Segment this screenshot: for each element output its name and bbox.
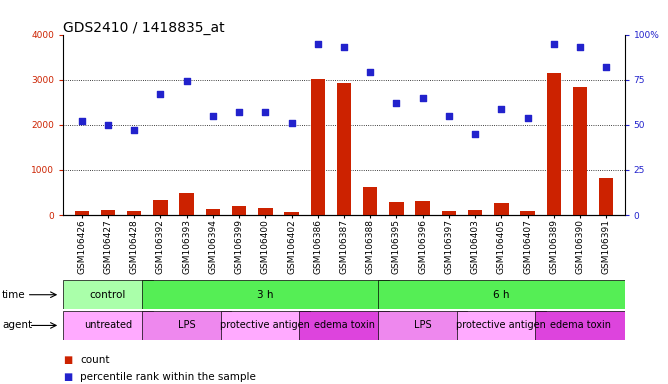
Bar (75, 210, 89, 215)
Bar (221, 311, 310, 340)
Point (260, 109, 271, 115)
Point (181, 78, 192, 84)
Bar (206, 209, 220, 215)
Text: edema toxin: edema toxin (313, 320, 375, 331)
Bar (599, 178, 613, 215)
Point (155, 91, 166, 97)
Bar (63, 311, 152, 340)
Bar (232, 205, 246, 215)
Text: GDS2410 / 1418835_at: GDS2410 / 1418835_at (63, 21, 225, 35)
Bar (378, 311, 467, 340)
Point (234, 109, 244, 115)
Bar (311, 79, 325, 215)
Bar (494, 203, 508, 215)
Point (470, 131, 480, 137)
Text: edema toxin: edema toxin (550, 320, 611, 331)
Point (286, 120, 297, 126)
Bar (180, 193, 194, 215)
Bar (572, 87, 587, 215)
Text: LPS: LPS (414, 320, 432, 331)
Bar (101, 210, 116, 215)
Point (496, 106, 507, 112)
Point (129, 127, 140, 133)
Point (339, 44, 349, 50)
Text: percentile rank within the sample: percentile rank within the sample (80, 372, 256, 382)
Bar (363, 187, 377, 215)
Bar (285, 212, 299, 215)
Point (418, 95, 428, 101)
Bar (520, 210, 535, 215)
Bar (258, 208, 273, 215)
Point (103, 122, 114, 128)
Text: control: control (90, 290, 126, 300)
Point (391, 100, 402, 106)
Text: count: count (80, 355, 110, 365)
Point (444, 113, 454, 119)
Point (548, 41, 559, 47)
Bar (63, 280, 152, 309)
Bar (442, 210, 456, 215)
Bar (337, 83, 351, 215)
Bar (468, 210, 482, 215)
Bar (546, 73, 561, 215)
Text: ■: ■ (63, 372, 73, 382)
Text: LPS: LPS (178, 320, 196, 331)
Bar (299, 311, 389, 340)
Bar (142, 311, 231, 340)
Bar (536, 311, 625, 340)
Text: 6 h: 6 h (493, 290, 510, 300)
Text: protective antigen: protective antigen (220, 320, 311, 331)
Bar (127, 212, 142, 215)
Text: protective antigen: protective antigen (456, 320, 546, 331)
Text: agent: agent (2, 320, 32, 331)
Point (313, 41, 323, 47)
Point (574, 44, 585, 50)
Bar (457, 311, 546, 340)
Bar (153, 200, 168, 215)
Text: time: time (2, 290, 25, 300)
Point (365, 70, 375, 76)
Bar (415, 201, 430, 215)
Text: 3 h: 3 h (257, 290, 274, 300)
Bar (389, 202, 403, 215)
Text: ■: ■ (63, 355, 73, 365)
Point (522, 114, 533, 121)
Point (208, 113, 218, 119)
Text: untreated: untreated (84, 320, 132, 331)
Point (76, 118, 87, 124)
Bar (142, 280, 389, 309)
Point (601, 64, 612, 70)
Bar (378, 280, 625, 309)
